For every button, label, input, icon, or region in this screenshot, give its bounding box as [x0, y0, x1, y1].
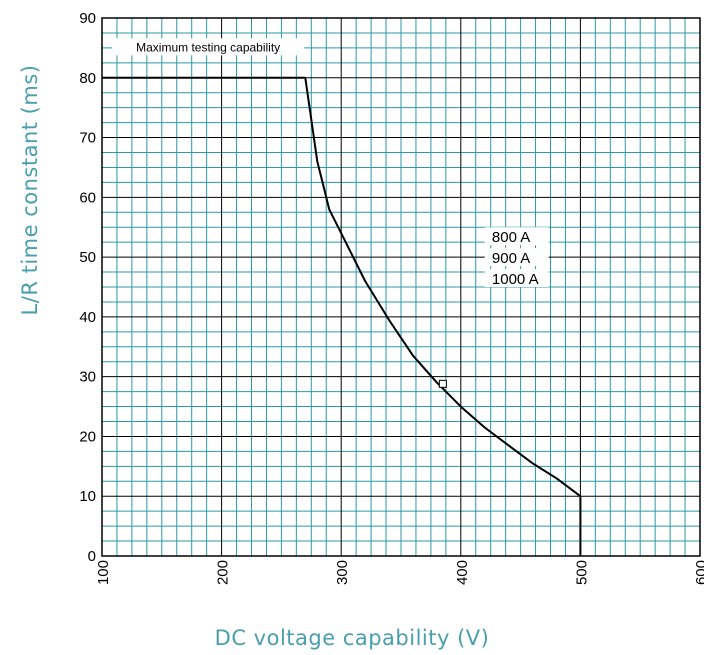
y-tick-label: 50 [79, 249, 96, 266]
data-point [364, 280, 366, 282]
y-tick-label: 30 [79, 369, 96, 386]
current-label-bg [484, 227, 549, 246]
x-tick-label: 400 [454, 560, 471, 585]
data-point [316, 160, 318, 163]
data-point [328, 208, 330, 210]
y-tick-label: 90 [79, 10, 96, 27]
data-point [322, 184, 324, 186]
current-label: 1000 A [492, 271, 539, 288]
max-capability-label: Maximum testing capability [136, 40, 280, 54]
y-axis-title: L/R time constant (ms) [18, 65, 42, 316]
x-tick-label: 300 [334, 560, 351, 585]
y-tick-label: 0 [88, 548, 96, 565]
data-point [555, 477, 558, 479]
curve-marker [438, 379, 447, 388]
y-tick-label: 40 [79, 309, 96, 326]
data-point [340, 232, 342, 234]
data-point [460, 405, 462, 408]
y-tick-label: 60 [79, 189, 96, 206]
data-point [304, 77, 306, 79]
tick-labels: 0 10 20 30 40 50 60 70 80 90 100 200 300 400 500 600 [79, 10, 704, 585]
current-label-bg [484, 248, 549, 267]
data-point [484, 426, 486, 429]
max-capability-label-bg [112, 38, 305, 56]
data-point [436, 382, 438, 384]
y-tick-label: 70 [79, 130, 96, 147]
y-tick-label: 20 [79, 428, 96, 445]
x-tick-label: 100 [95, 560, 112, 585]
current-label-bg [484, 269, 549, 288]
x-tick-label: 600 [693, 560, 704, 585]
y-tick-label: 10 [79, 488, 96, 505]
data-point [101, 77, 103, 79]
data-point [412, 355, 414, 357]
series-layer [101, 76, 582, 557]
current-label: 900 A [492, 250, 530, 267]
x-tick-label: 500 [573, 560, 590, 585]
current-label: 800 A [492, 229, 530, 246]
plot-frame [101, 17, 701, 557]
series-line [102, 76, 582, 556]
data-point [579, 555, 582, 557]
annotation-layer: Maximum testing capability 800 A 900 A 1000… [112, 38, 549, 288]
data-point [508, 444, 510, 447]
major-grid [101, 17, 701, 557]
minor-grid [102, 18, 700, 556]
x-axis-title: DC voltage capability (V) [215, 626, 490, 650]
x-tick-label: 200 [215, 560, 232, 585]
y-tick-label: 80 [79, 70, 96, 87]
data-point [310, 119, 312, 121]
data-point [388, 319, 390, 321]
data-point [579, 495, 582, 497]
data-point [531, 462, 534, 464]
